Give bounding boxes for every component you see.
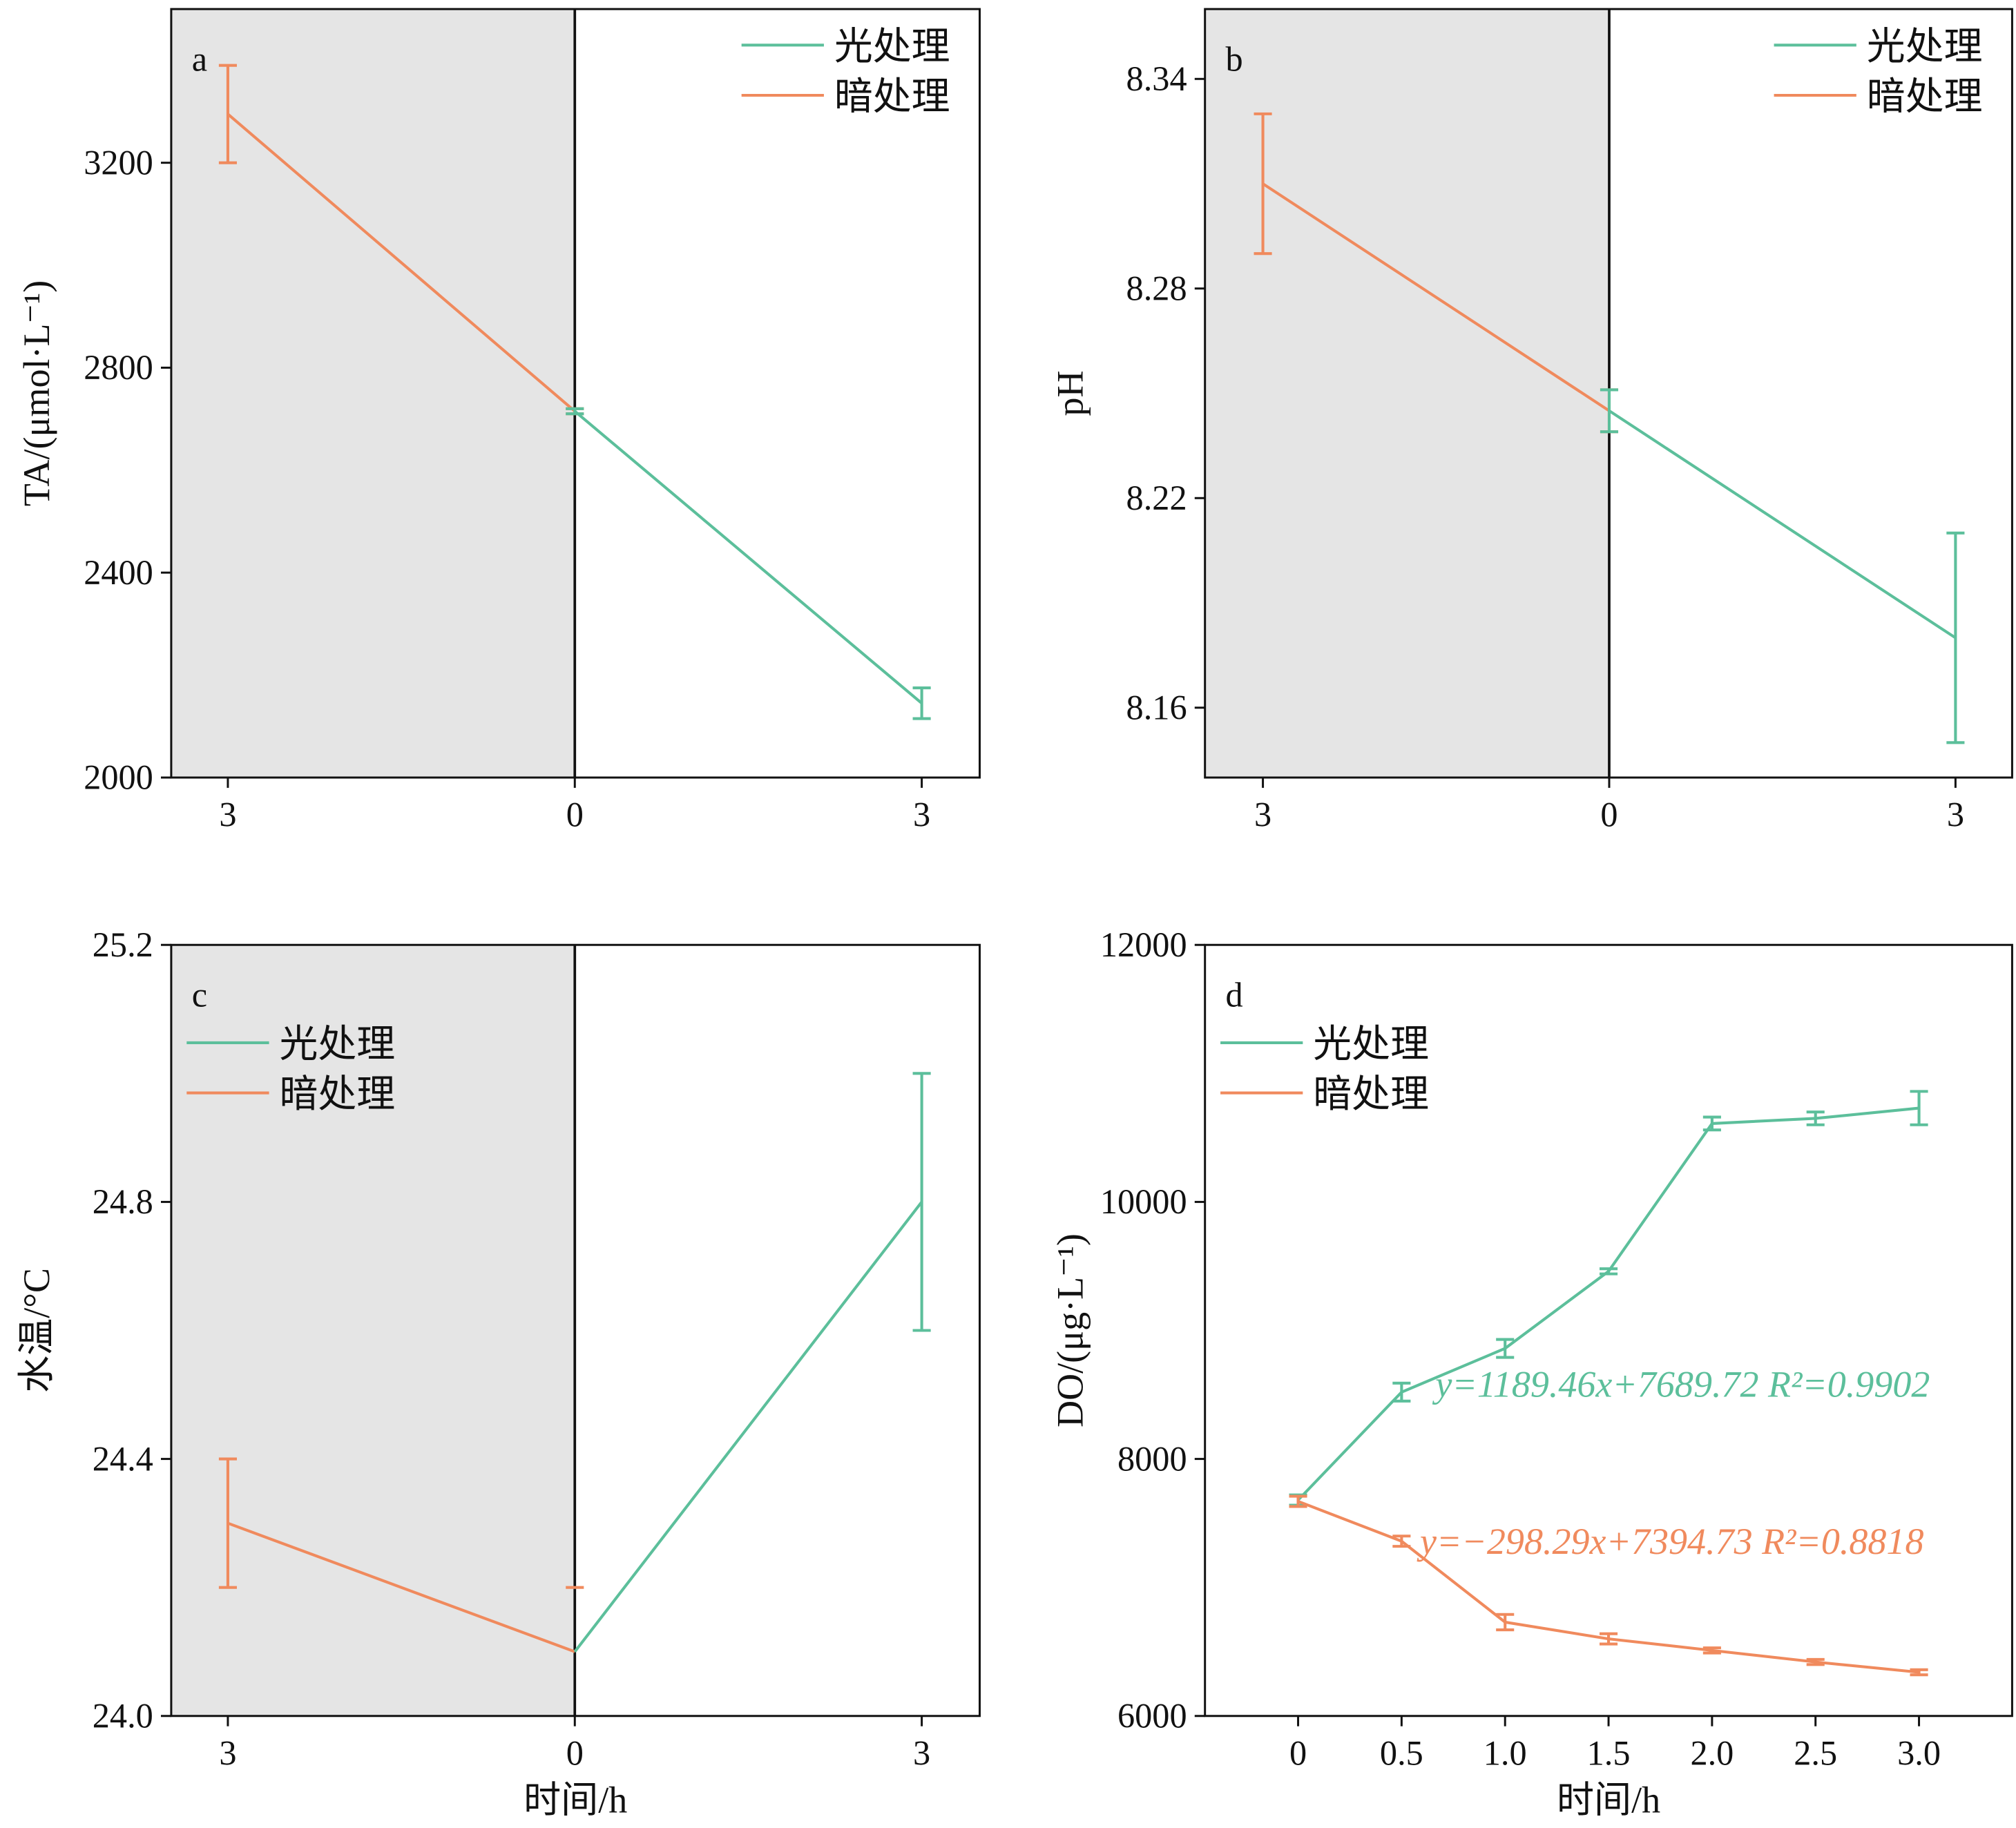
- dark-period-shade: [171, 945, 575, 1716]
- legend-label: 暗处理: [279, 1073, 395, 1116]
- panel-d-chart: 6000 8000 10000 12000 0 0.5 1.0 1.5 2.0 2.5 3.0 DO/…: [1050, 925, 2013, 1821]
- series-line-dark: [1262, 182, 1611, 412]
- series-line-dark: [227, 1521, 575, 1653]
- y-tick-label: 8.16: [1126, 689, 1187, 727]
- x-tick-label: 3.0: [1897, 1734, 1941, 1773]
- panel-letter: a: [192, 40, 207, 79]
- x-tick-label: 3: [1254, 796, 1271, 834]
- y-tick-label: 24.8: [93, 1182, 153, 1221]
- x-tick-label: 0.5: [1380, 1734, 1423, 1773]
- y-tick-label: 24.0: [93, 1697, 153, 1735]
- x-axis-label: 时间/h: [1557, 1780, 1660, 1821]
- y-tick-label: 8000: [1117, 1439, 1187, 1478]
- panel-letter: d: [1226, 976, 1243, 1014]
- series-line-dark: [227, 113, 576, 413]
- series-line-light: [573, 410, 923, 704]
- y-axis-label: pH: [1050, 370, 1091, 416]
- series-line-light: [573, 1201, 923, 1653]
- y-tick-label: 2800: [84, 348, 153, 387]
- y-axis-label: 水温/°C: [16, 1268, 57, 1393]
- y-tick-label: 3200: [84, 143, 153, 182]
- series-line-light: [1297, 1106, 1919, 1501]
- legend-label: 光处理: [279, 1023, 395, 1066]
- y-axis-label: DO/(μg·L⁻¹): [1050, 1233, 1091, 1427]
- regression-equation: y=−298.29x+7394.73 R²=0.8818: [1417, 1521, 1924, 1562]
- y-axis-label: TA/(μmol·L⁻¹): [16, 280, 57, 507]
- regression-equation: y=1189.46x+7689.72 R²=0.9902: [1432, 1363, 1930, 1405]
- panel-letter: c: [192, 976, 207, 1014]
- legend-label: 暗处理: [1313, 1073, 1429, 1116]
- x-tick-label: 3: [219, 1734, 236, 1773]
- y-tick-label: 8.34: [1126, 59, 1187, 98]
- series-line-light: [1608, 410, 1957, 639]
- legend-label: 光处理: [1313, 1023, 1429, 1066]
- y-tick-label: 24.4: [93, 1439, 153, 1478]
- y-tick-label: 8.28: [1126, 269, 1187, 308]
- legend-label: 暗处理: [1867, 76, 1983, 119]
- x-tick-label: 2.0: [1690, 1734, 1734, 1773]
- y-tick-label: 2000: [84, 758, 153, 797]
- x-tick-label: 1.0: [1484, 1734, 1527, 1773]
- y-tick-label: 2400: [84, 553, 153, 592]
- x-tick-label: 3: [913, 796, 930, 834]
- x-tick-label: 3: [913, 1734, 930, 1773]
- x-tick-label: 1.5: [1587, 1734, 1631, 1773]
- legend-label: 光处理: [834, 26, 950, 68]
- x-tick-label: 3: [1947, 796, 1964, 834]
- x-tick-label: 0: [1289, 1734, 1307, 1773]
- y-tick-label: 25.2: [93, 925, 153, 964]
- x-tick-label: 0: [566, 1734, 584, 1773]
- x-tick-label: 3: [219, 796, 236, 834]
- dark-period-shade: [171, 9, 575, 778]
- x-tick-label: 2.5: [1794, 1734, 1837, 1773]
- x-tick-label: 0: [566, 796, 584, 834]
- legend-label: 暗处理: [834, 76, 950, 119]
- y-tick-label: 12000: [1100, 925, 1187, 964]
- legend-label: 光处理: [1867, 26, 1983, 68]
- x-axis-label: 时间/h: [524, 1780, 627, 1821]
- panel-letter: b: [1226, 40, 1243, 79]
- x-tick-label: 0: [1600, 796, 1617, 834]
- y-tick-label: 10000: [1100, 1182, 1187, 1221]
- dark-period-shade: [1204, 9, 1609, 778]
- y-tick-label: 6000: [1117, 1697, 1187, 1735]
- y-tick-label: 8.22: [1126, 479, 1187, 517]
